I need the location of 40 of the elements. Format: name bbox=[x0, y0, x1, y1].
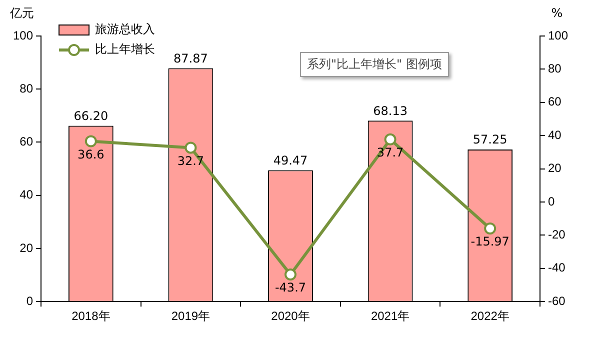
y-tick-label: 80 bbox=[20, 81, 34, 96]
point bbox=[384, 133, 396, 146]
y-tick-label: 20 bbox=[20, 240, 34, 255]
y2-tick-label: 60 bbox=[548, 94, 562, 109]
data-label: 66.20 bbox=[74, 108, 108, 123]
x-tick-label: 2022年 bbox=[470, 309, 510, 324]
point bbox=[184, 142, 197, 154]
y-tick-label: 40 bbox=[20, 188, 34, 202]
x-tick-label: 2018年 bbox=[72, 309, 110, 324]
data-label: 49.47 bbox=[273, 153, 308, 168]
annotation: 系列"比上年增长" 图例项 bbox=[300, 52, 449, 77]
data-label: 57.25 bbox=[472, 132, 508, 147]
data-label: -43.7 bbox=[274, 280, 306, 295]
data-label: 37.7 bbox=[376, 146, 404, 160]
legend-label: 比上年增长 bbox=[95, 42, 156, 56]
point bbox=[284, 268, 296, 281]
point bbox=[484, 222, 496, 235]
x-tick-label: 2019年 bbox=[171, 309, 210, 324]
y2-tick-label: 40 bbox=[548, 128, 562, 142]
y2-tick-label: 80 bbox=[548, 62, 562, 76]
data-label: 68.13 bbox=[373, 104, 408, 118]
legend-label: 旅游总收入 bbox=[95, 22, 156, 36]
y-tick-label: 0 bbox=[26, 294, 34, 308]
x-tick-label: 2021年 bbox=[370, 309, 410, 324]
y2-tick-label: -40 bbox=[548, 260, 566, 275]
x-tick-label: 2020年 bbox=[271, 309, 310, 324]
y2-axis-title: % bbox=[551, 6, 563, 20]
y-tick-label: 60 bbox=[20, 134, 34, 149]
point bbox=[84, 135, 97, 148]
data-label: -15.97 bbox=[470, 234, 510, 249]
y2-tick-label: 20 bbox=[548, 161, 562, 176]
y2-tick-label: -20 bbox=[548, 228, 566, 242]
y2-tick-label: -60 bbox=[548, 294, 566, 308]
y2-tick-label: 100 bbox=[548, 28, 568, 42]
data-label: 87.87 bbox=[174, 51, 208, 66]
data-label: 36.6 bbox=[78, 147, 104, 162]
y2-tick-label: 0 bbox=[548, 194, 555, 208]
data-label: 32.7 bbox=[177, 154, 204, 168]
y-tick-label: 100 bbox=[12, 28, 34, 42]
y-axis-title: 亿元 bbox=[9, 6, 34, 20]
